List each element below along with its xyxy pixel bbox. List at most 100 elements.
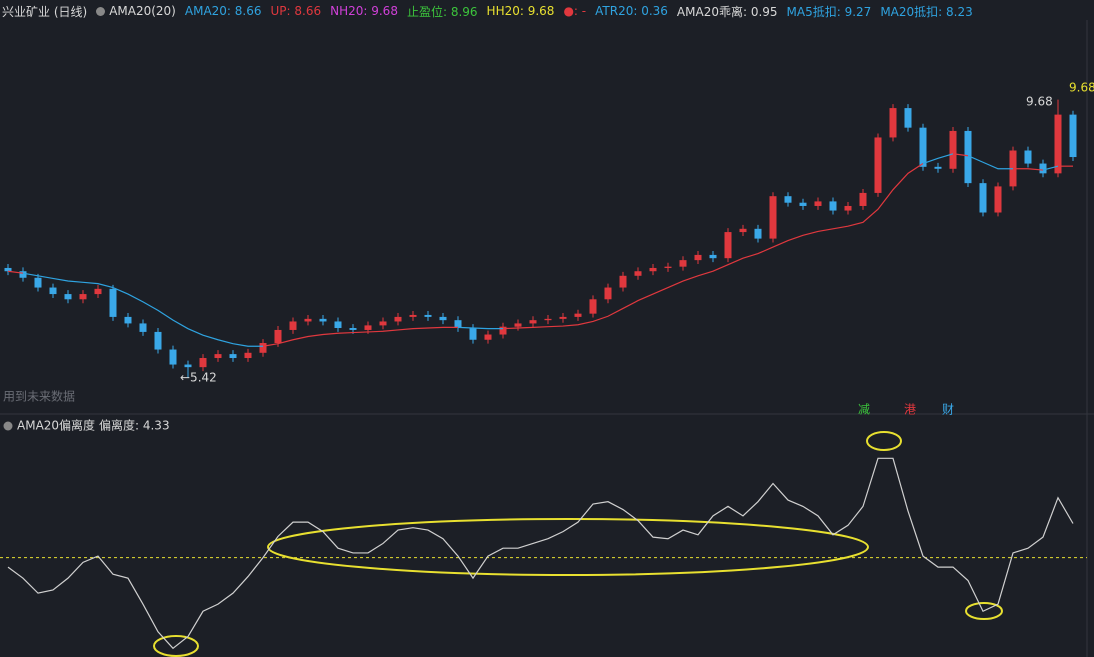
header-item: HH20: 9.68 <box>486 4 555 18</box>
candle-body <box>799 202 807 206</box>
header-item: AMA20(20) <box>109 4 176 18</box>
candle-body <box>259 343 267 353</box>
candle-body <box>19 271 27 278</box>
candle-body <box>454 320 462 328</box>
candle-body <box>409 314 417 317</box>
header-item: MA5抵扣: 9.27 <box>786 4 872 19</box>
ama-line <box>967 155 1013 170</box>
candle-body <box>1024 150 1032 164</box>
header-item: ATR20: 0.36 <box>595 4 668 18</box>
candle-body <box>649 267 657 272</box>
candle-body <box>769 196 777 239</box>
candle-body <box>574 313 582 317</box>
annotation: ←5.42 <box>180 371 217 385</box>
candle-body <box>304 318 312 322</box>
candle-body <box>469 328 477 340</box>
candle-body <box>214 354 222 359</box>
candle-body <box>544 318 552 321</box>
highlight-ellipses <box>153 431 1003 657</box>
header-item: UP: 8.66 <box>270 4 322 18</box>
ama-line <box>262 326 458 347</box>
candle-body <box>199 358 207 368</box>
candle-body <box>1039 163 1047 174</box>
header-item: 兴业矿业 (日线) <box>2 4 88 19</box>
header-item: AMA20乖离: 0.95 <box>676 4 778 19</box>
candle-body <box>814 201 822 206</box>
candle-body <box>64 294 72 300</box>
note: 用到未来数据 <box>3 389 75 404</box>
candle-body <box>739 228 747 233</box>
candle-body <box>124 316 132 324</box>
candle-body <box>484 334 492 340</box>
candle-body <box>904 108 912 128</box>
candle-body <box>394 316 402 322</box>
candle-body <box>34 277 42 288</box>
annotation: 9.680 <box>1069 81 1094 95</box>
candle-body <box>604 287 612 300</box>
candle-body <box>889 108 897 138</box>
header-item: MA20抵扣: 8.23 <box>880 4 973 19</box>
candle-body <box>619 275 627 288</box>
candle-body <box>4 267 12 272</box>
ellipse <box>267 518 869 576</box>
ama-line <box>457 326 503 330</box>
header: 兴业矿业 (日线) AMA20(20) AMA20: 8.66 UP: 8.66 NH2… <box>2 2 973 20</box>
candle-body <box>439 316 447 321</box>
event-marker: 财 <box>942 403 954 417</box>
ama-line <box>22 272 263 347</box>
candle-body <box>1069 114 1077 158</box>
candle-body <box>184 364 192 368</box>
ama-line <box>1013 168 1044 171</box>
deviation-line <box>7 457 1074 650</box>
header-item: NH20: 9.68 <box>330 4 398 18</box>
header-item: 止盈位: 8.96 <box>406 4 478 19</box>
candle-body <box>229 354 237 359</box>
candle-body <box>379 321 387 326</box>
candle-body <box>274 329 282 344</box>
event-marker: 港 <box>904 403 916 417</box>
candle-body <box>754 228 762 239</box>
candle-body <box>994 186 1002 213</box>
candle-body <box>709 254 717 259</box>
candle-body <box>1054 114 1062 174</box>
candle-body <box>949 130 957 169</box>
candle-body <box>94 288 102 295</box>
candle-body <box>784 196 792 203</box>
icon <box>3 421 13 431</box>
ellipse <box>965 602 1003 620</box>
candle-body <box>874 137 882 193</box>
candle-body <box>529 320 537 324</box>
candle-body <box>634 271 642 276</box>
candle-body <box>964 130 972 184</box>
candle-body <box>289 321 297 330</box>
ama-line <box>7 270 24 274</box>
candle-body <box>109 288 117 317</box>
sub-title: AMA20偏离度 <box>17 418 95 433</box>
candle-body <box>859 192 867 206</box>
candle-body <box>244 352 252 359</box>
annotation: 9.68 <box>1026 95 1053 109</box>
candle-body <box>514 323 522 327</box>
ellipse <box>866 431 902 451</box>
candle-body <box>319 318 327 322</box>
header-item: AMA20: 8.66 <box>184 4 262 18</box>
candle-body <box>589 299 597 314</box>
ama-line <box>1042 165 1059 171</box>
candle-body <box>694 254 702 261</box>
candle-body <box>559 316 567 319</box>
candle-body <box>829 201 837 211</box>
ama-line <box>952 153 969 157</box>
candle-body <box>334 321 342 328</box>
ama-line <box>922 153 954 165</box>
candle-body <box>919 127 927 167</box>
candle-body <box>424 314 432 317</box>
candle-body <box>979 183 987 213</box>
candle-body <box>49 287 57 295</box>
ama-line <box>502 163 924 330</box>
candle-body <box>169 349 177 365</box>
candle-body <box>664 266 672 268</box>
candle-body <box>154 331 162 350</box>
candle-body <box>844 205 852 211</box>
